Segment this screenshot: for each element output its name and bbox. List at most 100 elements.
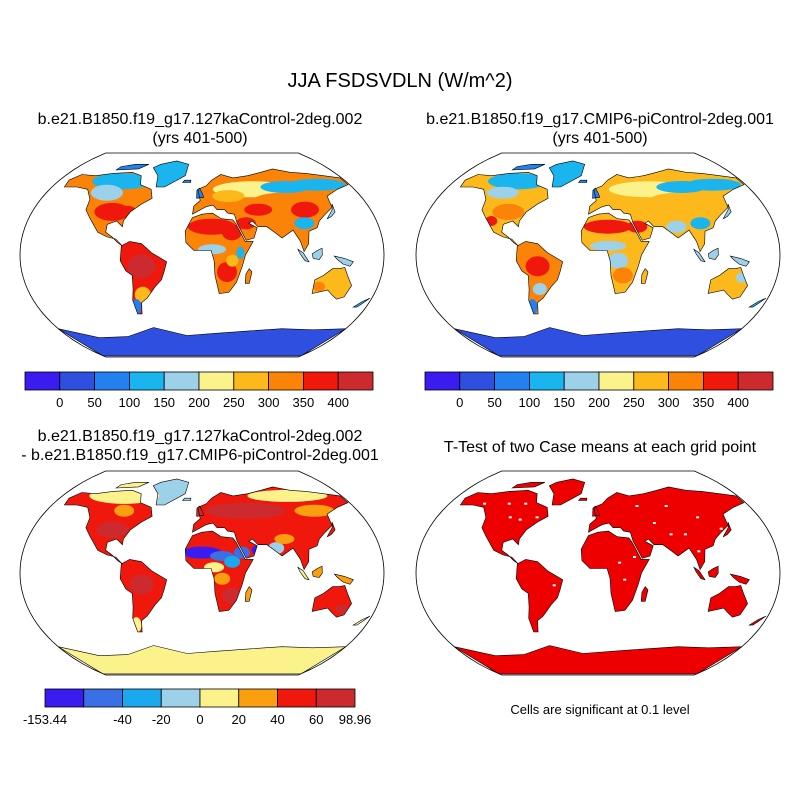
panel-title-case2: b.e21.B1850.f19_g17.CMIP6-piControl-2deg… — [400, 110, 800, 148]
map-panel-case2 — [415, 152, 781, 358]
cbar2-tick-label: 300 — [658, 395, 680, 410]
coastline — [548, 160, 586, 188]
land-greenland — [153, 478, 189, 505]
cbar1-swatch — [337, 371, 374, 391]
coastline — [63, 171, 153, 247]
field-patch — [226, 254, 239, 267]
cbar3-tick-label: 20 — [232, 712, 246, 727]
field-patch — [212, 190, 245, 203]
field-patch — [315, 593, 344, 610]
cbar2-tick-label: 100 — [519, 395, 541, 410]
field-patch — [649, 192, 710, 209]
coastline — [515, 241, 564, 315]
map-panel-ttest — [415, 470, 781, 676]
figure-title: JJA FSDSVDLN (W/m^2) — [287, 70, 513, 92]
map-outline — [415, 470, 781, 676]
coastline — [580, 212, 650, 294]
cbar2-tick-label: 400 — [727, 395, 749, 410]
coastline — [196, 505, 205, 517]
coastline — [192, 168, 349, 253]
cbar2-swatch — [668, 371, 704, 391]
coastline — [511, 164, 546, 171]
land-madagascar — [641, 268, 648, 284]
field-patch — [711, 275, 740, 292]
field-patch — [294, 504, 335, 517]
field-patch — [217, 262, 237, 282]
land-madagascar — [245, 268, 252, 284]
coastline — [588, 486, 745, 571]
non-significant-cell — [508, 516, 512, 519]
land-uk — [592, 188, 600, 199]
coastline — [640, 586, 649, 602]
field-patch — [221, 224, 242, 241]
panel-title-difference-line1: b.e21.B1850.f19_g17.127kaControl-2deg.00… — [37, 428, 363, 445]
coastline — [115, 482, 150, 489]
coastline — [511, 482, 546, 489]
non-significant-cell — [669, 533, 673, 536]
land-arctic_isl — [512, 164, 545, 170]
cbar3-tick-label: -20 — [152, 712, 171, 727]
coastline — [352, 297, 371, 308]
land-sumatra — [297, 567, 309, 580]
coastline — [311, 267, 352, 300]
coastline — [707, 247, 719, 260]
cbar1-swatch — [24, 371, 61, 391]
coastline — [707, 267, 748, 300]
cbar1-swatch — [268, 371, 304, 391]
land-arabia_iceland — [182, 180, 191, 183]
land-newguinea — [334, 256, 354, 267]
field-patch — [236, 246, 245, 259]
coastline — [748, 615, 767, 626]
non-significant-cell — [518, 518, 522, 521]
coastline — [693, 248, 706, 263]
land-arabia_iceland — [578, 498, 587, 501]
map-panel-case1 — [19, 152, 385, 358]
land-uk — [196, 506, 204, 517]
land-arabia_iceland — [578, 180, 587, 183]
land-greenland — [549, 478, 585, 505]
land-madagascar — [641, 586, 648, 602]
field-patch — [583, 219, 632, 234]
field-patch — [492, 203, 525, 220]
field-patch — [205, 502, 286, 519]
non-significant-cell — [507, 502, 511, 505]
coastline — [119, 559, 168, 633]
land-namerica — [460, 490, 549, 564]
cbar1-tick-label: 100 — [119, 395, 141, 410]
land-uk — [196, 188, 204, 199]
cbar1-swatch — [233, 371, 270, 391]
land-antarctica — [58, 327, 346, 356]
coastline — [729, 255, 750, 267]
cbar2-swatch — [494, 371, 530, 391]
land-borneo — [708, 248, 719, 260]
field-patch — [94, 202, 131, 221]
field-patch — [612, 267, 633, 284]
coastline — [333, 573, 354, 585]
cbar2-swatch — [459, 371, 495, 391]
coastline — [152, 478, 190, 506]
colorbar-case1: 0 50 100 150 200 250 300 350 400 — [24, 371, 374, 410]
non-significant-cell — [618, 561, 622, 564]
cbar1-swatch — [59, 371, 95, 391]
coastline — [707, 565, 719, 578]
land-arctic_isl — [512, 482, 545, 488]
cbar2-swatch — [563, 371, 600, 391]
land-borneo — [312, 566, 323, 578]
field-patch — [486, 186, 519, 199]
cbar3-swatch — [238, 688, 278, 708]
cbar3-tick-label: 60 — [309, 712, 323, 727]
field-patch — [114, 504, 135, 517]
cbar2-swatch — [598, 371, 635, 391]
cbar1-tick-label: 250 — [223, 395, 245, 410]
land-arabia_iceland — [182, 498, 191, 501]
cbar1-swatch — [198, 371, 235, 391]
coastline — [548, 478, 586, 506]
cbar1-tick-label: 150 — [153, 395, 175, 410]
coastline — [459, 489, 549, 565]
cbar3-swatch — [315, 688, 356, 708]
map-outline — [19, 152, 385, 358]
panel-title-difference-line2: - b.e21.B1850.f19_g17.CMIP6-piControl-2d… — [21, 447, 379, 464]
coastline — [748, 297, 767, 308]
panel-title-case1: b.e21.B1850.f19_g17.127kaControl-2deg.00… — [0, 110, 400, 148]
cbar3-swatch — [44, 688, 85, 708]
